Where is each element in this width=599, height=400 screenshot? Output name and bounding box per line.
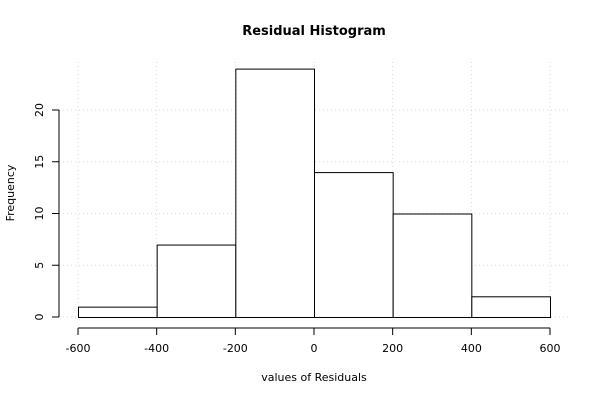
y-tick-label: 5: [33, 262, 46, 269]
y-axis-label: Frequency: [4, 164, 17, 221]
y-tick-label: 0: [33, 314, 46, 321]
histogram-bar: [471, 296, 552, 318]
x-tick-label: 200: [382, 342, 403, 355]
x-tick-label: 400: [461, 342, 482, 355]
x-tick-label: -200: [223, 342, 248, 355]
histogram-bar: [156, 244, 237, 318]
y-tick-label: 20: [33, 103, 46, 117]
histogram-bar: [78, 306, 158, 318]
x-axis-label: values of Residuals: [261, 371, 367, 384]
histogram-bar: [314, 172, 394, 318]
y-tick-label: 15: [33, 155, 46, 169]
histogram-bar: [392, 213, 473, 318]
x-tick-label: -600: [66, 342, 91, 355]
y-tick-label: 10: [33, 207, 46, 221]
x-axis: -600 -400 -200 0 200 400 600: [66, 327, 561, 355]
y-axis: 0 5 10 15 20: [33, 103, 60, 321]
chart-title: Residual Histogram: [242, 24, 386, 39]
x-tick-label: 600: [540, 342, 561, 355]
x-tick-label: -400: [144, 342, 169, 355]
x-axis-ticks: -600 -400 -200 0 200 400 600: [66, 328, 561, 355]
y-axis-ticks: 0 5 10 15 20: [33, 103, 59, 321]
histogram-bar: [235, 68, 315, 318]
histogram-bars: [78, 68, 552, 318]
x-tick-label: 0: [311, 342, 318, 355]
